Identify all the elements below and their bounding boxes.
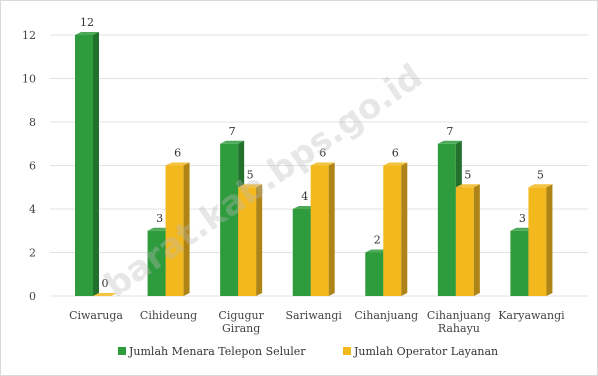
data-label: 5 — [247, 168, 254, 181]
bar-operator — [238, 187, 257, 296]
x-tick-label: Cihanjuang — [427, 309, 491, 322]
bar-side-face — [93, 32, 99, 296]
bar-top-face — [455, 184, 480, 188]
y-tick-label: 10 — [22, 73, 36, 86]
legend-swatch — [343, 347, 351, 355]
x-tick-label: Cihideung — [140, 309, 197, 322]
data-label: 2 — [374, 234, 381, 247]
y-tick-label: 6 — [29, 160, 36, 173]
y-tick-label: 0 — [29, 290, 36, 303]
gridlines — [50, 34, 588, 297]
bar-operator — [165, 165, 184, 296]
x-tick-label: Cigugur — [218, 309, 264, 322]
bar-top-face — [93, 293, 117, 296]
bar-top-face — [220, 140, 245, 144]
x-tick-label: Sariwangi — [285, 309, 342, 322]
data-label: 6 — [319, 147, 326, 160]
bar-top-face — [437, 140, 462, 144]
data-label: 6 — [174, 147, 181, 160]
data-labels: 12 0 3 6 7 5 4 6 2 6 7 5 3 5 — [80, 16, 544, 290]
bar-side-face — [546, 184, 553, 296]
bar-top-face — [75, 32, 99, 35]
bar-side-face — [183, 162, 190, 296]
x-tick-label: Girang — [222, 322, 260, 335]
data-label: 3 — [519, 212, 526, 225]
legend-label: Jumlah Menara Telepon Seluler — [128, 345, 306, 358]
bar-menara — [147, 230, 166, 296]
x-tick-label: Rahayu — [438, 322, 480, 335]
data-label: 5 — [464, 168, 471, 181]
bar-operator — [383, 165, 402, 296]
bar-side-face — [401, 162, 408, 296]
bar-top-face — [165, 162, 190, 166]
bar-side-face — [256, 184, 263, 296]
bar-operator — [455, 187, 474, 296]
bar-top-face — [383, 162, 408, 166]
y-tick-label: 2 — [29, 247, 36, 260]
x-tick-label: Ciwaruga — [69, 309, 123, 322]
y-tick-label: 4 — [29, 203, 36, 216]
bar-side-face — [328, 162, 335, 296]
y-tick-label: 12 — [22, 29, 36, 42]
data-label: 12 — [80, 16, 94, 29]
legend-swatch — [118, 347, 126, 355]
data-label: 7 — [446, 125, 453, 138]
data-label: 6 — [392, 147, 399, 160]
bar-top-face — [238, 184, 263, 188]
x-tick-label: Karyawangi — [498, 309, 565, 322]
bars — [75, 32, 553, 296]
y-tick-label: 8 — [29, 116, 36, 129]
bar-menara — [365, 252, 384, 296]
data-label: 0 — [102, 277, 109, 290]
bar-operator — [310, 165, 329, 296]
bar-top-face — [310, 162, 335, 166]
data-label: 4 — [301, 190, 308, 203]
x-tick-label: Cihanjuang — [354, 309, 418, 322]
legend: Jumlah Menara Telepon Seluler Jumlah Oper… — [118, 345, 498, 358]
legend-label: Jumlah Operator Layanan — [353, 345, 498, 358]
bar-menara — [437, 143, 456, 296]
data-label: 7 — [229, 125, 236, 138]
bar-top-face — [528, 184, 553, 188]
bar-side-face — [473, 184, 480, 296]
y-axis: 0 2 4 6 8 10 12 — [22, 29, 36, 303]
bar-menara — [510, 230, 529, 296]
bar-menara — [220, 143, 239, 296]
bar-menara — [292, 209, 311, 296]
bar-menara — [75, 35, 93, 296]
data-label: 5 — [537, 168, 544, 181]
data-label: 3 — [156, 212, 163, 225]
bar-operator — [528, 187, 547, 296]
